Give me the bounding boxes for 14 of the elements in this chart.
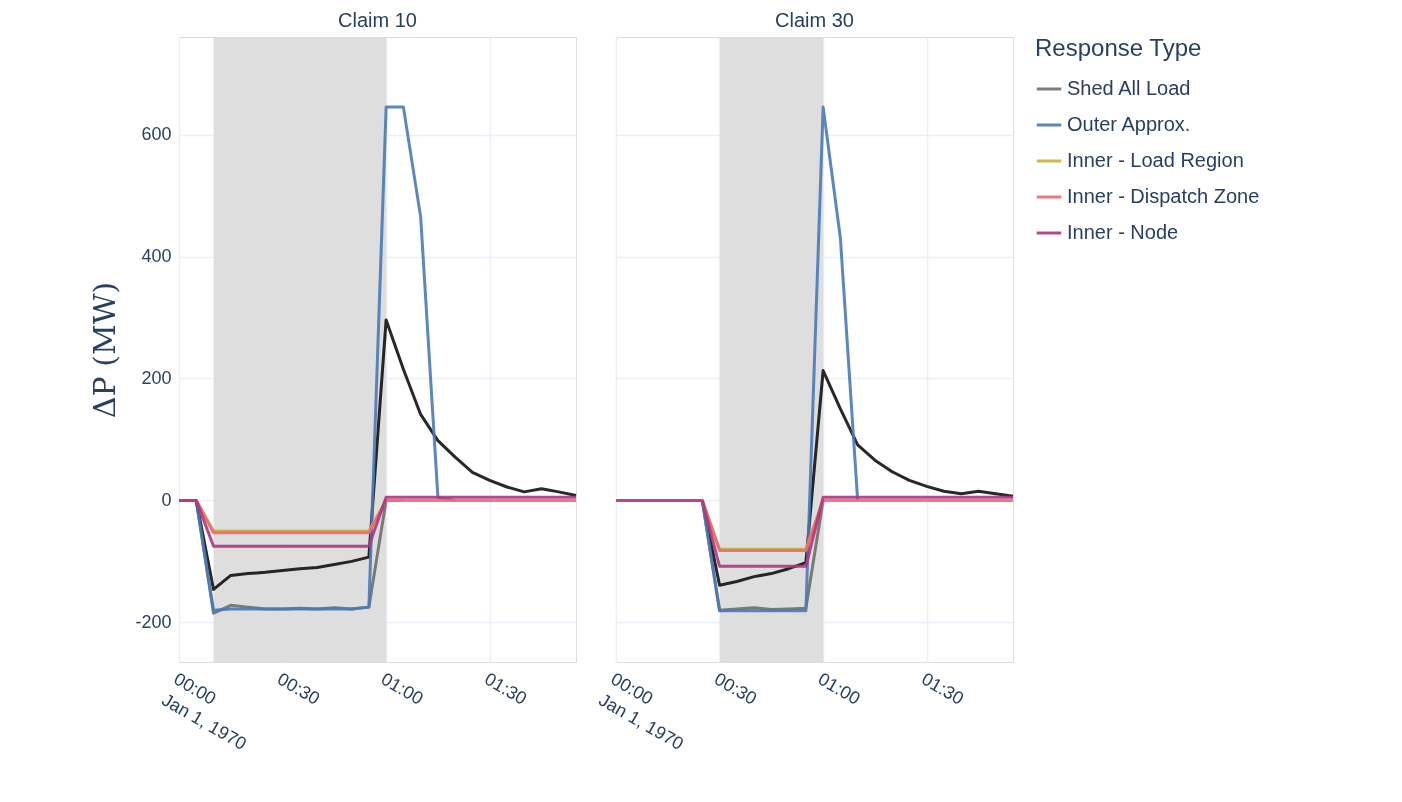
legend-label: Inner - Dispatch Zone: [1067, 185, 1260, 207]
legend-label: Inner - Load Region: [1067, 149, 1244, 171]
y-axis-title: ΔP (MW): [87, 281, 123, 419]
chart-title: Claim 10: [338, 9, 417, 31]
y-tick-label: 0: [161, 489, 172, 510]
chart-title: Claim 30: [775, 9, 854, 31]
legend-label: Inner - Node: [1067, 221, 1179, 243]
y-tick-label: 200: [141, 367, 172, 388]
y-tick-label: 400: [141, 246, 172, 267]
y-tick-label: 600: [141, 124, 172, 145]
legend-title: Response Type: [1035, 34, 1202, 61]
legend-label: Shed All Load: [1067, 77, 1191, 99]
y-tick-label: -200: [135, 611, 172, 632]
legend-label: Outer Approx.: [1067, 113, 1191, 135]
